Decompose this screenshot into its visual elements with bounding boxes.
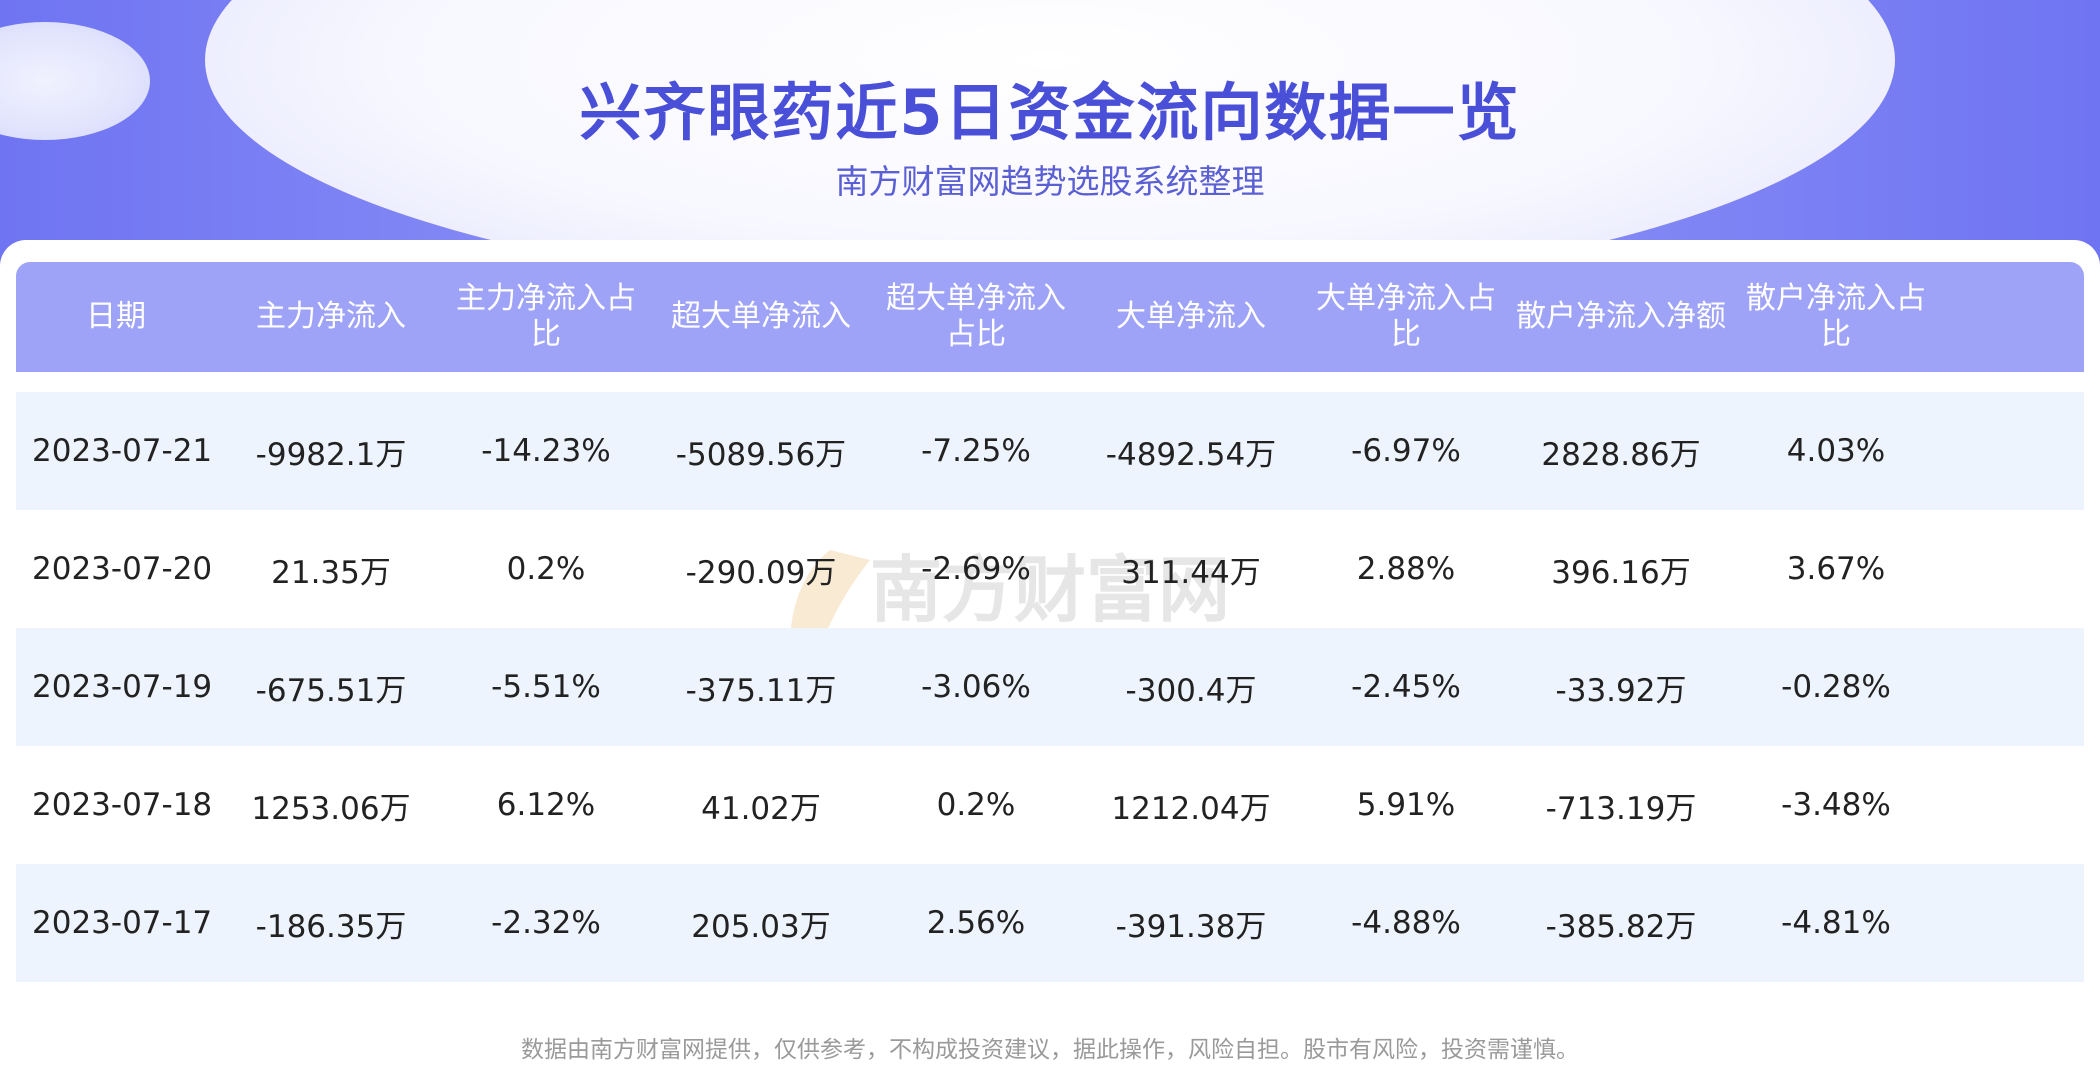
column-header-main-inflow: 主力净流入 xyxy=(256,299,406,334)
cell-large-ratio: -2.45% xyxy=(1351,669,1461,705)
column-header-large-inflow: 大单净流入 xyxy=(1116,299,1266,334)
table-row: 2023-07-17 -186.35万 -2.32% 205.03万 2.56%… xyxy=(16,864,2084,982)
column-header-retail-inflow: 散户净流入净额 xyxy=(1516,299,1726,334)
cell-main-ratio: 0.2% xyxy=(506,551,586,587)
cell-xl-ratio: 2.56% xyxy=(926,905,1026,941)
table-header: 日期 主力净流入 主力净流入占比 超大单净流入 超大单净流入占比 大单净流入 大… xyxy=(16,262,2084,372)
cell-xl-inflow: -375.11万 xyxy=(685,672,837,709)
cell-date: 2023-07-17 xyxy=(32,905,213,941)
cell-xl-inflow: -5089.56万 xyxy=(675,436,847,473)
table-row: 2023-07-19 -675.51万 -5.51% -375.11万 -3.0… xyxy=(16,628,2084,746)
cell-main-inflow: -9982.1万 xyxy=(255,436,407,473)
column-header-main-ratio: 主力净流入占比 xyxy=(456,281,636,352)
cell-retail-inflow: 396.16万 xyxy=(1551,554,1691,591)
table-row: 2023-07-18 1253.06万 6.12% 41.02万 0.2% 12… xyxy=(16,746,2084,864)
cell-large-ratio: -6.97% xyxy=(1351,433,1461,469)
cell-main-inflow: -675.51万 xyxy=(255,672,407,709)
cell-large-ratio: 5.91% xyxy=(1356,787,1456,823)
banner-glow xyxy=(205,0,1895,270)
cell-retail-inflow: 2828.86万 xyxy=(1541,436,1701,473)
table-body: 2023-07-21 -9982.1万 -14.23% -5089.56万 -7… xyxy=(16,392,2084,982)
cell-large-inflow: -300.4万 xyxy=(1125,672,1257,709)
cell-retail-ratio: 3.67% xyxy=(1786,551,1886,587)
cell-main-ratio: 6.12% xyxy=(496,787,596,823)
cell-xl-ratio: 0.2% xyxy=(936,787,1016,823)
cell-main-ratio: -14.23% xyxy=(481,433,611,469)
page-title: 兴齐眼药近5日资金流向数据一览 xyxy=(579,76,1521,149)
cell-large-inflow: -391.38万 xyxy=(1115,908,1267,945)
header-banner: 兴齐眼药近5日资金流向数据一览 南方财富网趋势选股系统整理 xyxy=(0,0,2100,270)
cell-xl-inflow: 41.02万 xyxy=(701,790,821,827)
column-header-xl-inflow: 超大单净流入 xyxy=(671,299,851,334)
cell-large-ratio: 2.88% xyxy=(1356,551,1456,587)
cell-xl-inflow: -290.09万 xyxy=(685,554,837,591)
cell-retail-ratio: -0.28% xyxy=(1781,669,1891,705)
column-header-xl-ratio: 超大单净流入占比 xyxy=(886,281,1066,352)
table-row: 2023-07-21 -9982.1万 -14.23% -5089.56万 -7… xyxy=(16,392,2084,510)
cell-xl-inflow: 205.03万 xyxy=(691,908,831,945)
cell-large-ratio: -4.88% xyxy=(1351,905,1461,941)
column-header-date: 日期 xyxy=(86,299,146,334)
cell-date: 2023-07-19 xyxy=(32,669,213,705)
cell-retail-ratio: -4.81% xyxy=(1781,905,1891,941)
cell-date: 2023-07-18 xyxy=(32,787,213,823)
column-header-large-ratio: 大单净流入占比 xyxy=(1316,281,1496,352)
cell-large-inflow: -4892.54万 xyxy=(1105,436,1277,473)
cell-xl-ratio: -2.69% xyxy=(921,551,1031,587)
cell-xl-ratio: -3.06% xyxy=(921,669,1031,705)
cell-main-inflow: -186.35万 xyxy=(255,908,407,945)
cell-main-inflow: 21.35万 xyxy=(271,554,391,591)
column-header-retail-ratio: 散户净流入占比 xyxy=(1746,281,1926,352)
footer-disclaimer: 数据由南方财富网提供，仅供参考，不构成投资建议，据此操作，风险自担。股市有风险，… xyxy=(521,1037,1579,1063)
cell-retail-ratio: -3.48% xyxy=(1781,787,1891,823)
table-row: 2023-07-20 21.35万 0.2% -290.09万 -2.69% 3… xyxy=(16,510,2084,628)
cell-large-inflow: 1212.04万 xyxy=(1111,790,1271,827)
cell-retail-inflow: -33.92万 xyxy=(1555,672,1687,709)
cell-retail-ratio: 4.03% xyxy=(1786,433,1886,469)
cell-large-inflow: 311.44万 xyxy=(1121,554,1261,591)
cell-date: 2023-07-21 xyxy=(32,433,213,469)
cell-retail-inflow: -385.82万 xyxy=(1545,908,1697,945)
cell-main-ratio: -2.32% xyxy=(491,905,601,941)
cell-main-ratio: -5.51% xyxy=(491,669,601,705)
cell-retail-inflow: -713.19万 xyxy=(1545,790,1697,827)
cell-date: 2023-07-20 xyxy=(32,551,213,587)
cell-xl-ratio: -7.25% xyxy=(921,433,1031,469)
page-subtitle: 南方财富网趋势选股系统整理 xyxy=(835,162,1265,201)
cell-main-inflow: 1253.06万 xyxy=(251,790,411,827)
